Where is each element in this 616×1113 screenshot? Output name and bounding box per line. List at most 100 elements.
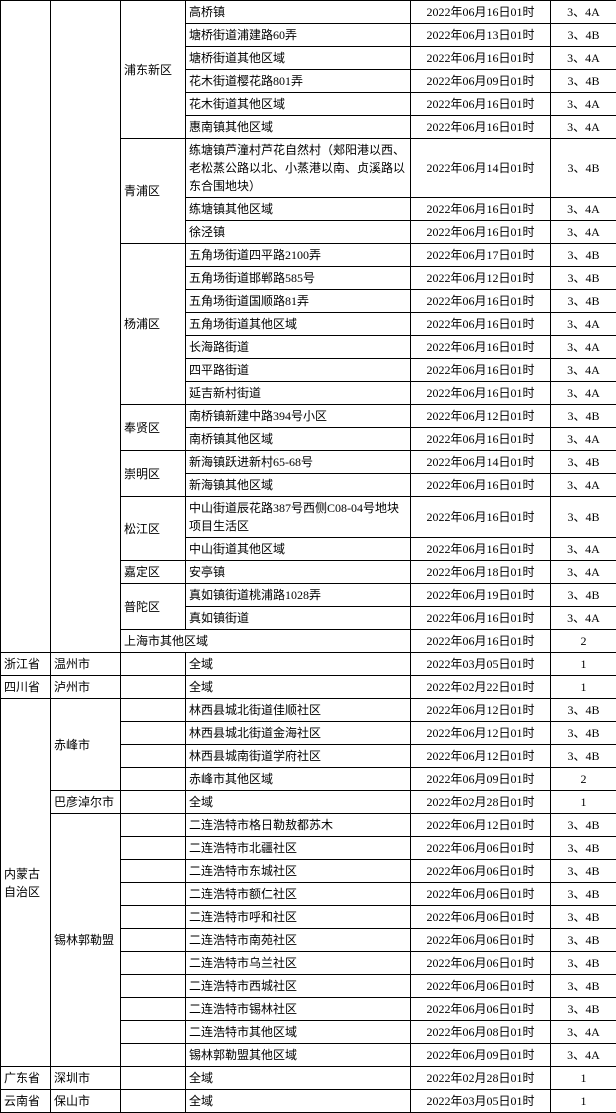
level-cell: 3、4B bbox=[551, 975, 616, 998]
district-cell bbox=[121, 814, 186, 837]
table-row: 浦东新区高桥镇2022年06月16日01时3、4A bbox=[1, 1, 616, 24]
area-cell: 真如镇街道桃浦路1028弄 bbox=[186, 584, 411, 607]
time-cell: 2022年06月16日01时 bbox=[411, 290, 551, 313]
province-cell: 云南省 bbox=[1, 1090, 51, 1113]
district-cell bbox=[121, 699, 186, 722]
time-cell: 2022年06月06日01时 bbox=[411, 975, 551, 998]
level-cell: 3、4B bbox=[551, 998, 616, 1021]
time-cell: 2022年06月06日01时 bbox=[411, 929, 551, 952]
level-cell: 1 bbox=[551, 1090, 616, 1113]
district-cell bbox=[121, 906, 186, 929]
area-cell: 花木街道樱花路801弄 bbox=[186, 70, 411, 93]
area-cell: 五角场街道邯郸路585号 bbox=[186, 267, 411, 290]
time-cell: 2022年02月28日01时 bbox=[411, 1067, 551, 1090]
time-cell: 2022年06月13日01时 bbox=[411, 24, 551, 47]
time-cell: 2022年06月06日01时 bbox=[411, 998, 551, 1021]
time-cell: 2022年06月19日01时 bbox=[411, 584, 551, 607]
district-cell bbox=[121, 676, 186, 699]
area-cell: 真如镇街道 bbox=[186, 607, 411, 630]
level-cell: 3、4A bbox=[551, 359, 616, 382]
time-cell: 2022年06月06日01时 bbox=[411, 883, 551, 906]
time-cell: 2022年06月14日01时 bbox=[411, 139, 551, 198]
district-cell: 浦东新区 bbox=[121, 1, 186, 139]
time-cell: 2022年06月08日01时 bbox=[411, 1021, 551, 1044]
district-cell bbox=[121, 791, 186, 814]
district-cell: 杨浦区 bbox=[121, 244, 186, 405]
level-cell: 1 bbox=[551, 653, 616, 676]
area-cell: 中山街道其他区域 bbox=[186, 538, 411, 561]
area-cell: 二连浩特市呼和社区 bbox=[186, 906, 411, 929]
level-cell: 3、4A bbox=[551, 561, 616, 584]
area-cell: 二连浩特市南苑社区 bbox=[186, 929, 411, 952]
area-cell: 徐泾镇 bbox=[186, 221, 411, 244]
time-cell: 2022年06月16日01时 bbox=[411, 47, 551, 70]
time-cell: 2022年06月06日01时 bbox=[411, 952, 551, 975]
area-cell: 全域 bbox=[186, 791, 411, 814]
area-cell: 惠南镇其他区域 bbox=[186, 116, 411, 139]
area-cell: 延吉新村街道 bbox=[186, 382, 411, 405]
level-cell: 3、4A bbox=[551, 428, 616, 451]
time-cell: 2022年06月16日01时 bbox=[411, 607, 551, 630]
time-cell: 2022年06月09日01时 bbox=[411, 70, 551, 93]
area-cell: 赤峰市其他区域 bbox=[186, 768, 411, 791]
area-cell: 南桥镇新建中路394号小区 bbox=[186, 405, 411, 428]
time-cell: 2022年06月16日01时 bbox=[411, 497, 551, 538]
time-cell: 2022年06月12日01时 bbox=[411, 699, 551, 722]
time-cell: 2022年06月16日01时 bbox=[411, 428, 551, 451]
time-cell: 2022年06月06日01时 bbox=[411, 906, 551, 929]
level-cell: 3、4B bbox=[551, 745, 616, 768]
area-cell: 五角场街道国顺路81弄 bbox=[186, 290, 411, 313]
district-cell bbox=[121, 722, 186, 745]
area-cell: 全域 bbox=[186, 1090, 411, 1113]
time-cell: 2022年06月16日01时 bbox=[411, 198, 551, 221]
time-cell: 2022年06月16日01时 bbox=[411, 359, 551, 382]
time-cell: 2022年06月17日01时 bbox=[411, 244, 551, 267]
district-cell: 奉贤区 bbox=[121, 405, 186, 451]
city-cell: 巴彦淖尔市 bbox=[51, 791, 121, 814]
province-cell: 四川省 bbox=[1, 676, 51, 699]
level-cell: 3、4B bbox=[551, 405, 616, 428]
level-cell: 3、4B bbox=[551, 24, 616, 47]
level-cell: 3、4B bbox=[551, 244, 616, 267]
level-cell: 3、4B bbox=[551, 290, 616, 313]
table-row: 四川省泸州市全域2022年02月22日01时1 bbox=[1, 676, 616, 699]
level-cell: 3、4B bbox=[551, 952, 616, 975]
area-cell: 花木街道其他区域 bbox=[186, 93, 411, 116]
table-row: 广东省深圳市全域2022年02月28日01时1 bbox=[1, 1067, 616, 1090]
level-cell: 3、4A bbox=[551, 607, 616, 630]
time-cell: 2022年06月09日01时 bbox=[411, 768, 551, 791]
level-cell: 1 bbox=[551, 791, 616, 814]
area-cell: 二连浩特市东城社区 bbox=[186, 860, 411, 883]
time-cell: 2022年06月16日01时 bbox=[411, 382, 551, 405]
table-row: 巴彦淖尔市 全域2022年02月28日01时1 bbox=[1, 791, 616, 814]
time-cell: 2022年06月16日01时 bbox=[411, 93, 551, 116]
area-cell: 长海路街道 bbox=[186, 336, 411, 359]
level-cell: 3、4B bbox=[551, 584, 616, 607]
province-cell: 内蒙古自治区 bbox=[1, 699, 51, 1067]
city-cell: 赤峰市 bbox=[51, 699, 121, 791]
level-cell: 3、4A bbox=[551, 1, 616, 24]
table-row: 浙江省温州市全域2022年03月05日01时1 bbox=[1, 653, 616, 676]
level-cell: 1 bbox=[551, 1067, 616, 1090]
level-cell: 3、4A bbox=[551, 1044, 616, 1067]
district-cell bbox=[121, 1021, 186, 1044]
time-cell: 2022年06月16日01时 bbox=[411, 313, 551, 336]
time-cell: 2022年06月12日01时 bbox=[411, 745, 551, 768]
area-cell: 南桥镇其他区域 bbox=[186, 428, 411, 451]
level-cell: 3、4B bbox=[551, 267, 616, 290]
level-cell: 3、4A bbox=[551, 474, 616, 497]
area-cell: 全域 bbox=[186, 1067, 411, 1090]
district-cell: 崇明区 bbox=[121, 451, 186, 497]
time-cell: 2022年06月14日01时 bbox=[411, 451, 551, 474]
area-cell: 林西县城北街道佳顺社区 bbox=[186, 699, 411, 722]
time-cell: 2022年06月12日01时 bbox=[411, 722, 551, 745]
time-cell: 2022年06月12日01时 bbox=[411, 267, 551, 290]
area-cell: 二连浩特市锡林社区 bbox=[186, 998, 411, 1021]
district-cell bbox=[121, 860, 186, 883]
level-cell: 3、4B bbox=[551, 929, 616, 952]
level-cell: 3、4A bbox=[551, 47, 616, 70]
area-cell: 二连浩特市西城社区 bbox=[186, 975, 411, 998]
time-cell: 2022年02月28日01时 bbox=[411, 791, 551, 814]
district-cell bbox=[121, 745, 186, 768]
district-cell bbox=[121, 837, 186, 860]
